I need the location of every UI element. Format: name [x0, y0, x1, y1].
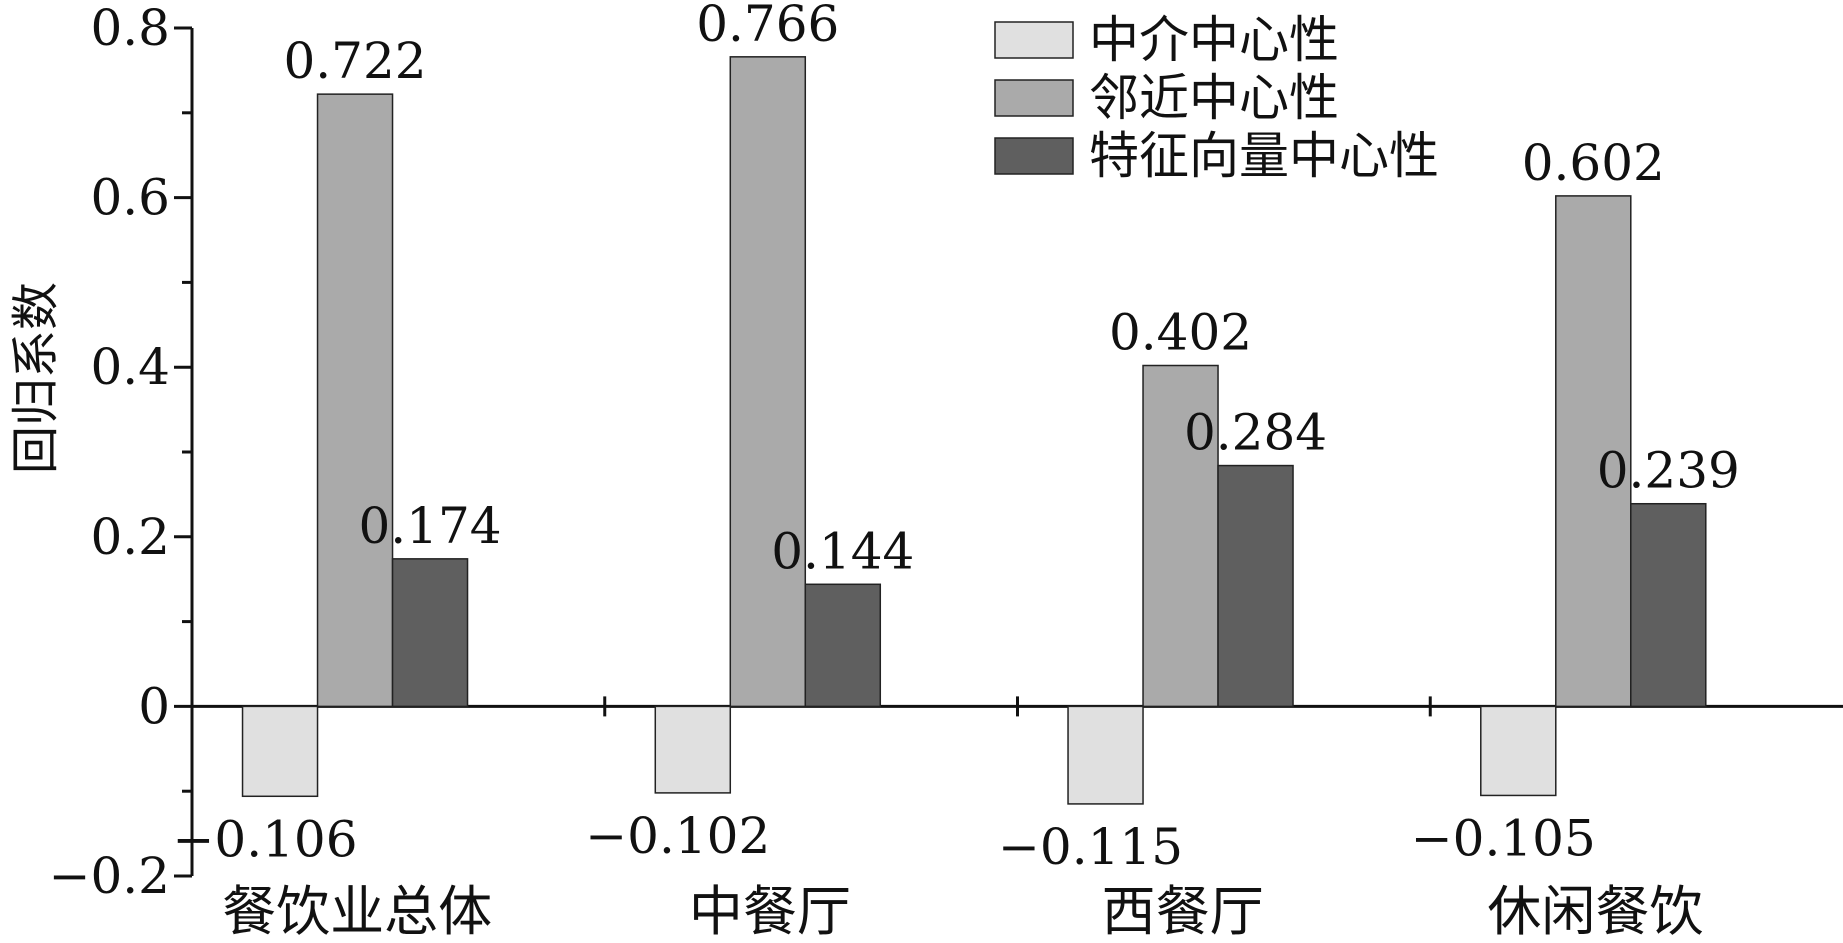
bar: [391, 558, 469, 708]
y-axis-title: 回归系数: [8, 282, 64, 474]
bar-value-label: 0.144: [771, 522, 914, 580]
bar-value-label: 0.722: [283, 32, 426, 90]
bar: [804, 583, 882, 708]
bar: [1217, 464, 1294, 708]
legend-swatch: [994, 21, 1074, 59]
bar-value-label: −0.105: [1411, 809, 1596, 867]
legend-swatch: [994, 79, 1074, 117]
y-tick-label: 0: [138, 677, 170, 735]
y-tick-label: 0.6: [90, 169, 170, 227]
bar-value-label: −0.115: [998, 818, 1183, 876]
bar: [1480, 705, 1557, 797]
bar: [1067, 705, 1144, 805]
bar: [1630, 502, 1707, 708]
data-labels: −0.106 0.722 0.174 −0.102 0.766 0.144 −0.115 0.…: [173, 0, 1740, 876]
legend-label: 中介中心性: [1089, 11, 1339, 69]
bar-value-label: 0.174: [358, 497, 501, 555]
bar-value-label: −0.106: [173, 810, 358, 868]
y-tick-label: 0.8: [90, 0, 170, 57]
y-tick-label: 0.2: [90, 508, 170, 566]
x-category-label: 西餐厅: [1102, 880, 1264, 943]
bar: [241, 705, 319, 798]
bar: [729, 56, 807, 708]
bar-value-label: 0.239: [1597, 442, 1740, 500]
x-category-label: 休闲餐饮: [1487, 880, 1703, 943]
y-axis: −0.2 0 0.2 0.4 0.6 0.8: [49, 0, 194, 905]
bar-value-label: 0.284: [1184, 404, 1327, 462]
bars: [241, 56, 1707, 805]
bar: [1142, 364, 1219, 708]
legend-label: 邻近中心性: [1089, 69, 1339, 127]
bar: [654, 705, 732, 794]
bar-value-label: 0.766: [696, 0, 839, 53]
y-tick-label: 0.4: [90, 338, 170, 396]
y-tick-label: −0.2: [49, 847, 170, 905]
bar: [1555, 195, 1632, 708]
legend-label: 特征向量中心性: [1089, 127, 1439, 185]
x-category-label: 中餐厅: [689, 880, 851, 943]
bar-value-label: 0.402: [1109, 304, 1252, 362]
bar-value-label: −0.102: [585, 807, 770, 865]
x-category-label: 餐饮业总体: [222, 880, 492, 943]
bar-value-label: 0.602: [1522, 134, 1665, 192]
bar: [316, 93, 394, 708]
legend-swatch: [994, 137, 1074, 175]
